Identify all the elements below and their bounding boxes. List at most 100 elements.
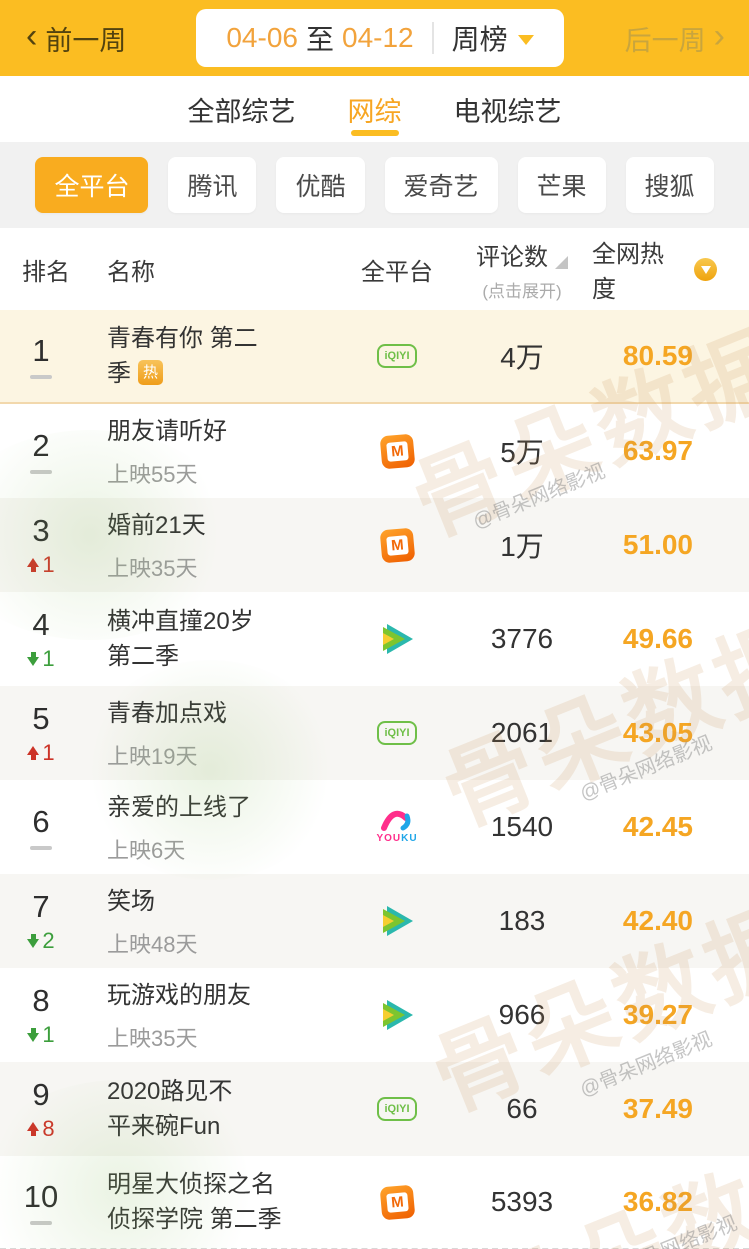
rank-number: 5 bbox=[32, 700, 50, 736]
column-header-platform: 全平台 bbox=[361, 258, 433, 286]
mgtv-icon: M bbox=[379, 527, 415, 563]
rank-number: 7 bbox=[32, 888, 50, 924]
rank-up-indicator: 1 bbox=[27, 552, 55, 578]
rank-down-indicator: 1 bbox=[27, 646, 55, 672]
rank-cell: 2 bbox=[0, 404, 82, 498]
rank-cell: 10 bbox=[0, 1156, 82, 1248]
date-range-selector[interactable]: 04-06 至 04-12 周榜 bbox=[196, 9, 564, 67]
name-cell: 玩游戏的朋友 上映35天 bbox=[82, 968, 342, 1062]
column-header-name: 名称 bbox=[107, 258, 155, 286]
filter-pill-4[interactable]: 爱奇艺 bbox=[384, 157, 498, 213]
table-row[interactable]: 4 1 横冲直撞20岁 第二季 3776 49.66 bbox=[0, 592, 749, 686]
no-change-dash bbox=[30, 375, 52, 379]
platform-cell bbox=[342, 592, 452, 686]
name-cell: 亲爱的上线了 上映6天 bbox=[82, 780, 342, 874]
platform-cell: M bbox=[342, 404, 452, 498]
date-end: 04-12 bbox=[342, 22, 414, 53]
heat-score: 63.97 bbox=[622, 435, 693, 466]
comment-count: 4万 bbox=[500, 342, 544, 373]
comment-count: 1540 bbox=[490, 811, 554, 842]
tencent-video-icon bbox=[378, 998, 416, 1032]
platform-cell bbox=[342, 968, 452, 1062]
name-cell: 笑场 上映48天 bbox=[82, 874, 342, 968]
rank-number: 1 bbox=[32, 333, 50, 368]
youku-icon: YOU KU bbox=[376, 810, 417, 844]
release-days: 上映35天 bbox=[107, 1025, 198, 1051]
tab-3[interactable]: 电视综艺 bbox=[454, 76, 562, 142]
chevron-down-icon bbox=[517, 35, 534, 45]
table-row[interactable]: 6 亲爱的上线了 上映6天 YOU KU 1540 42.45 bbox=[0, 780, 749, 874]
show-title: 婚前21天 bbox=[107, 511, 206, 539]
comments-header-label: 评论数 bbox=[476, 243, 548, 271]
next-week-button[interactable]: 后一周 › bbox=[625, 19, 725, 58]
release-days: 上映19天 bbox=[107, 743, 198, 769]
platform-cell: iQIYI bbox=[342, 1062, 452, 1156]
tab-2[interactable]: 网综 bbox=[348, 76, 402, 142]
heat-score: 37.49 bbox=[622, 1093, 693, 1124]
iqiyi-icon: iQIYI bbox=[377, 1097, 417, 1121]
tab-label: 网综 bbox=[347, 96, 402, 127]
heat-score: 42.45 bbox=[622, 811, 693, 842]
rank-down-indicator: 2 bbox=[27, 928, 55, 954]
ranking-table-body: 1 青春有你 第二季热 iQIYI 4万 80.59 2 朋友请听好 上映55天 M 5万 63.9… bbox=[0, 310, 749, 1249]
mgtv-icon: M bbox=[379, 1184, 415, 1220]
name-cell: 婚前21天 上映35天 bbox=[82, 498, 342, 592]
heat-score: 43.05 bbox=[622, 717, 693, 748]
rank-number: 6 bbox=[32, 804, 50, 839]
prev-week-button[interactable]: ‹ 前一周 bbox=[26, 19, 126, 58]
column-header-comments[interactable]: 评论数 (点击展开) bbox=[452, 237, 592, 302]
sort-descending-icon bbox=[694, 257, 717, 281]
tab-label: 全部综艺 bbox=[187, 96, 296, 127]
rank-number: 2 bbox=[32, 428, 50, 463]
tencent-video-icon bbox=[378, 904, 416, 938]
comment-count: 5393 bbox=[490, 1186, 554, 1217]
tab-1[interactable]: 全部综艺 bbox=[188, 76, 296, 142]
name-cell: 横冲直撞20岁 第二季 bbox=[82, 592, 342, 686]
name-cell: 明星大侦探之名 侦探学院 第二季 bbox=[82, 1156, 342, 1248]
filter-pill-6[interactable]: 搜狐 bbox=[625, 157, 714, 213]
show-title: 横冲直撞20岁 第二季 bbox=[107, 608, 254, 670]
name-cell: 2020路见不 平来碗Fun bbox=[82, 1062, 342, 1156]
table-row[interactable]: 5 1 青春加点戏 上映19天 iQIYI 2061 43.05 bbox=[0, 686, 749, 780]
show-title: 朋友请听好 bbox=[107, 417, 227, 445]
name-cell: 朋友请听好 上映55天 bbox=[82, 404, 342, 498]
table-row[interactable]: 2 朋友请听好 上映55天 M 5万 63.97 bbox=[0, 404, 749, 498]
rank-up-indicator: 8 bbox=[27, 1116, 55, 1142]
table-row[interactable]: 9 8 2020路见不 平来碗Fun iQIYI 66 37.49 bbox=[0, 1062, 749, 1156]
divider bbox=[431, 22, 434, 54]
table-row[interactable]: 3 1 婚前21天 上映35天 M 1万 51.00 bbox=[0, 498, 749, 592]
show-title: 亲爱的上线了 bbox=[107, 793, 251, 821]
comment-count: 5万 bbox=[500, 437, 544, 468]
table-row[interactable]: 1 青春有你 第二季热 iQIYI 4万 80.59 bbox=[0, 310, 749, 404]
rank-number: 3 bbox=[32, 512, 50, 548]
release-days: 上映6天 bbox=[107, 837, 186, 863]
tab-label: 电视综艺 bbox=[453, 96, 562, 127]
heat-score: 36.82 bbox=[622, 1186, 693, 1217]
filter-pill-3[interactable]: 优酷 bbox=[276, 157, 365, 213]
platform-cell: iQIYI bbox=[342, 686, 452, 780]
no-change-dash bbox=[30, 846, 52, 850]
table-row[interactable]: 8 1 玩游戏的朋友 上映35天 966 39.27 bbox=[0, 968, 749, 1062]
name-cell: 青春加点戏上映19天 bbox=[82, 686, 342, 780]
show-title: 青春加点戏 bbox=[107, 699, 227, 727]
platform-cell bbox=[342, 874, 452, 968]
comment-count: 66 bbox=[506, 1093, 538, 1124]
filter-pill-1[interactable]: 全平台 bbox=[35, 157, 149, 213]
next-week-label: 后一周 bbox=[624, 25, 706, 56]
rank-number: 4 bbox=[32, 606, 50, 642]
period-label: 周榜 bbox=[451, 24, 508, 55]
filter-pill-2[interactable]: 腾讯 bbox=[168, 157, 257, 213]
category-tabs: 全部综艺 网综 电视综艺 bbox=[0, 76, 749, 142]
heat-score: 80.59 bbox=[622, 340, 693, 371]
table-row[interactable]: 10 明星大侦探之名 侦探学院 第二季 M 5393 36.82 bbox=[0, 1156, 749, 1249]
filter-pill-5[interactable]: 芒果 bbox=[517, 157, 606, 213]
heat-header-label: 全网热度 bbox=[592, 241, 664, 303]
chevron-left-icon: ‹ bbox=[26, 17, 38, 55]
rank-number: 8 bbox=[32, 982, 50, 1018]
column-header-heat[interactable]: 全网热度 bbox=[592, 234, 749, 304]
platform-filters: 全平台 腾讯 优酷 爱奇艺 芒果 搜狐 bbox=[0, 142, 749, 228]
table-row[interactable]: 7 2 笑场 上映48天 183 42.40 bbox=[0, 874, 749, 968]
